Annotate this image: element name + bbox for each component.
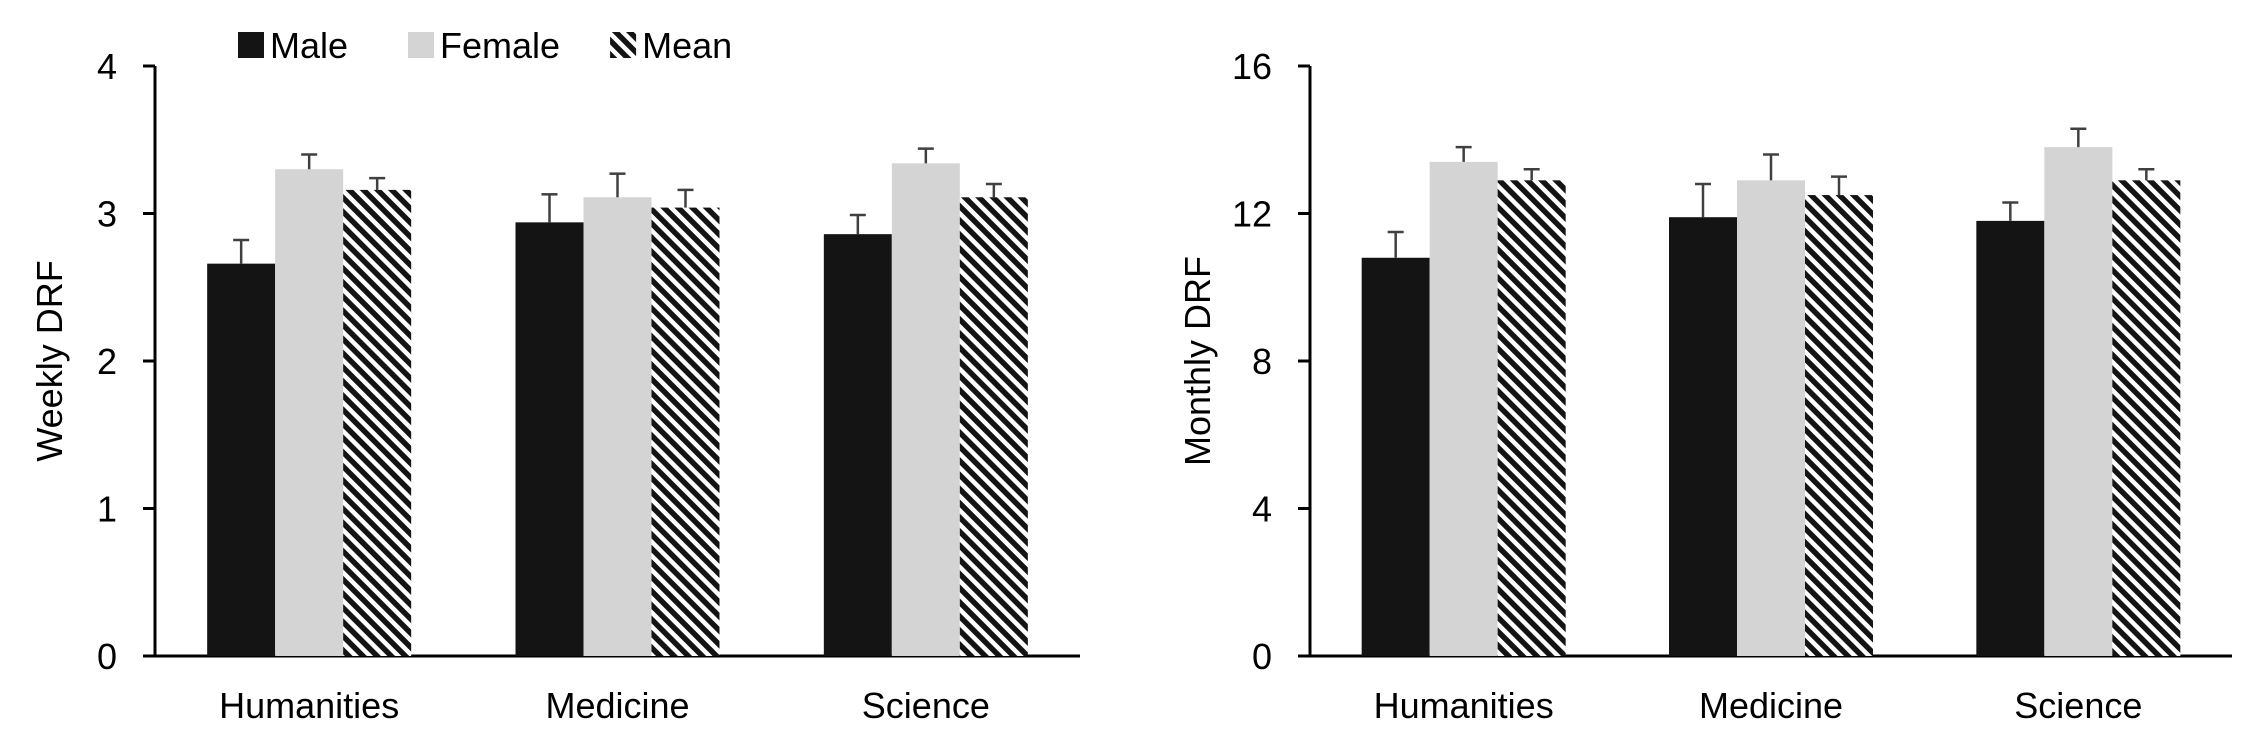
bar-female-humanities <box>275 169 344 656</box>
y-tick-label: 4 <box>97 46 117 87</box>
x-tick-label-humanities: Humanities <box>219 685 399 726</box>
x-tick-label-science: Science <box>2014 685 2142 726</box>
bar-female-medicine <box>583 197 652 656</box>
y-tick-label: 3 <box>97 194 117 235</box>
legend-label-male: Male <box>270 25 348 66</box>
bar-mean-humanities <box>343 189 412 656</box>
bar-mean-medicine <box>651 207 720 656</box>
x-tick-label-science: Science <box>862 685 990 726</box>
y-axis-label: Weekly DRF <box>29 260 70 461</box>
bar-male-humanities <box>1361 257 1430 656</box>
x-tick-label-medicine: Medicine <box>545 685 689 726</box>
bar-male-medicine <box>1669 217 1737 656</box>
y-tick-label: 1 <box>97 489 117 530</box>
bar-female-science <box>2044 147 2113 656</box>
legend-label-mean: Mean <box>642 25 732 66</box>
x-tick-label-humanities: Humanities <box>1374 685 1554 726</box>
bar-male-humanities <box>207 263 276 656</box>
chart-panel-monthly-drf: 0 4 8 12 16 Monthly DRF Humanities Medicine Scie… <box>1177 46 2232 726</box>
y-axis-label: Monthly DRF <box>1177 256 1218 466</box>
x-tick-label-medicine: Medicine <box>1699 685 1843 726</box>
y-tick-label: 2 <box>97 341 117 382</box>
bar-female-humanities <box>1429 161 1498 656</box>
legend-label-female: Female <box>440 25 560 66</box>
bar-mean-science <box>2112 180 2181 656</box>
bar-male-medicine <box>515 222 584 656</box>
bar-mean-medicine <box>1805 195 1873 656</box>
legend: Male Female Mean <box>238 25 732 66</box>
y-tick-label: 0 <box>97 636 117 677</box>
y-tick-label: 0 <box>1252 636 1272 677</box>
legend-swatch-female <box>408 32 435 58</box>
bar-mean-science <box>959 197 1028 656</box>
bar-female-medicine <box>1737 180 1805 656</box>
bar-mean-humanities <box>1497 180 1566 656</box>
legend-swatch-male <box>238 32 264 58</box>
bar-male-science <box>823 234 892 656</box>
bar-female-science <box>891 163 960 656</box>
y-tick-label: 12 <box>1232 194 1272 235</box>
legend-swatch-mean <box>610 32 637 58</box>
y-tick-label: 4 <box>1252 489 1272 530</box>
chart-panel-weekly-drf: 0 1 2 3 4 Weekly DRF Humanities Medicine Science <box>29 46 1080 726</box>
y-tick-label: 16 <box>1232 46 1272 87</box>
y-tick-label: 8 <box>1252 341 1272 382</box>
bar-male-science <box>1976 220 2045 656</box>
